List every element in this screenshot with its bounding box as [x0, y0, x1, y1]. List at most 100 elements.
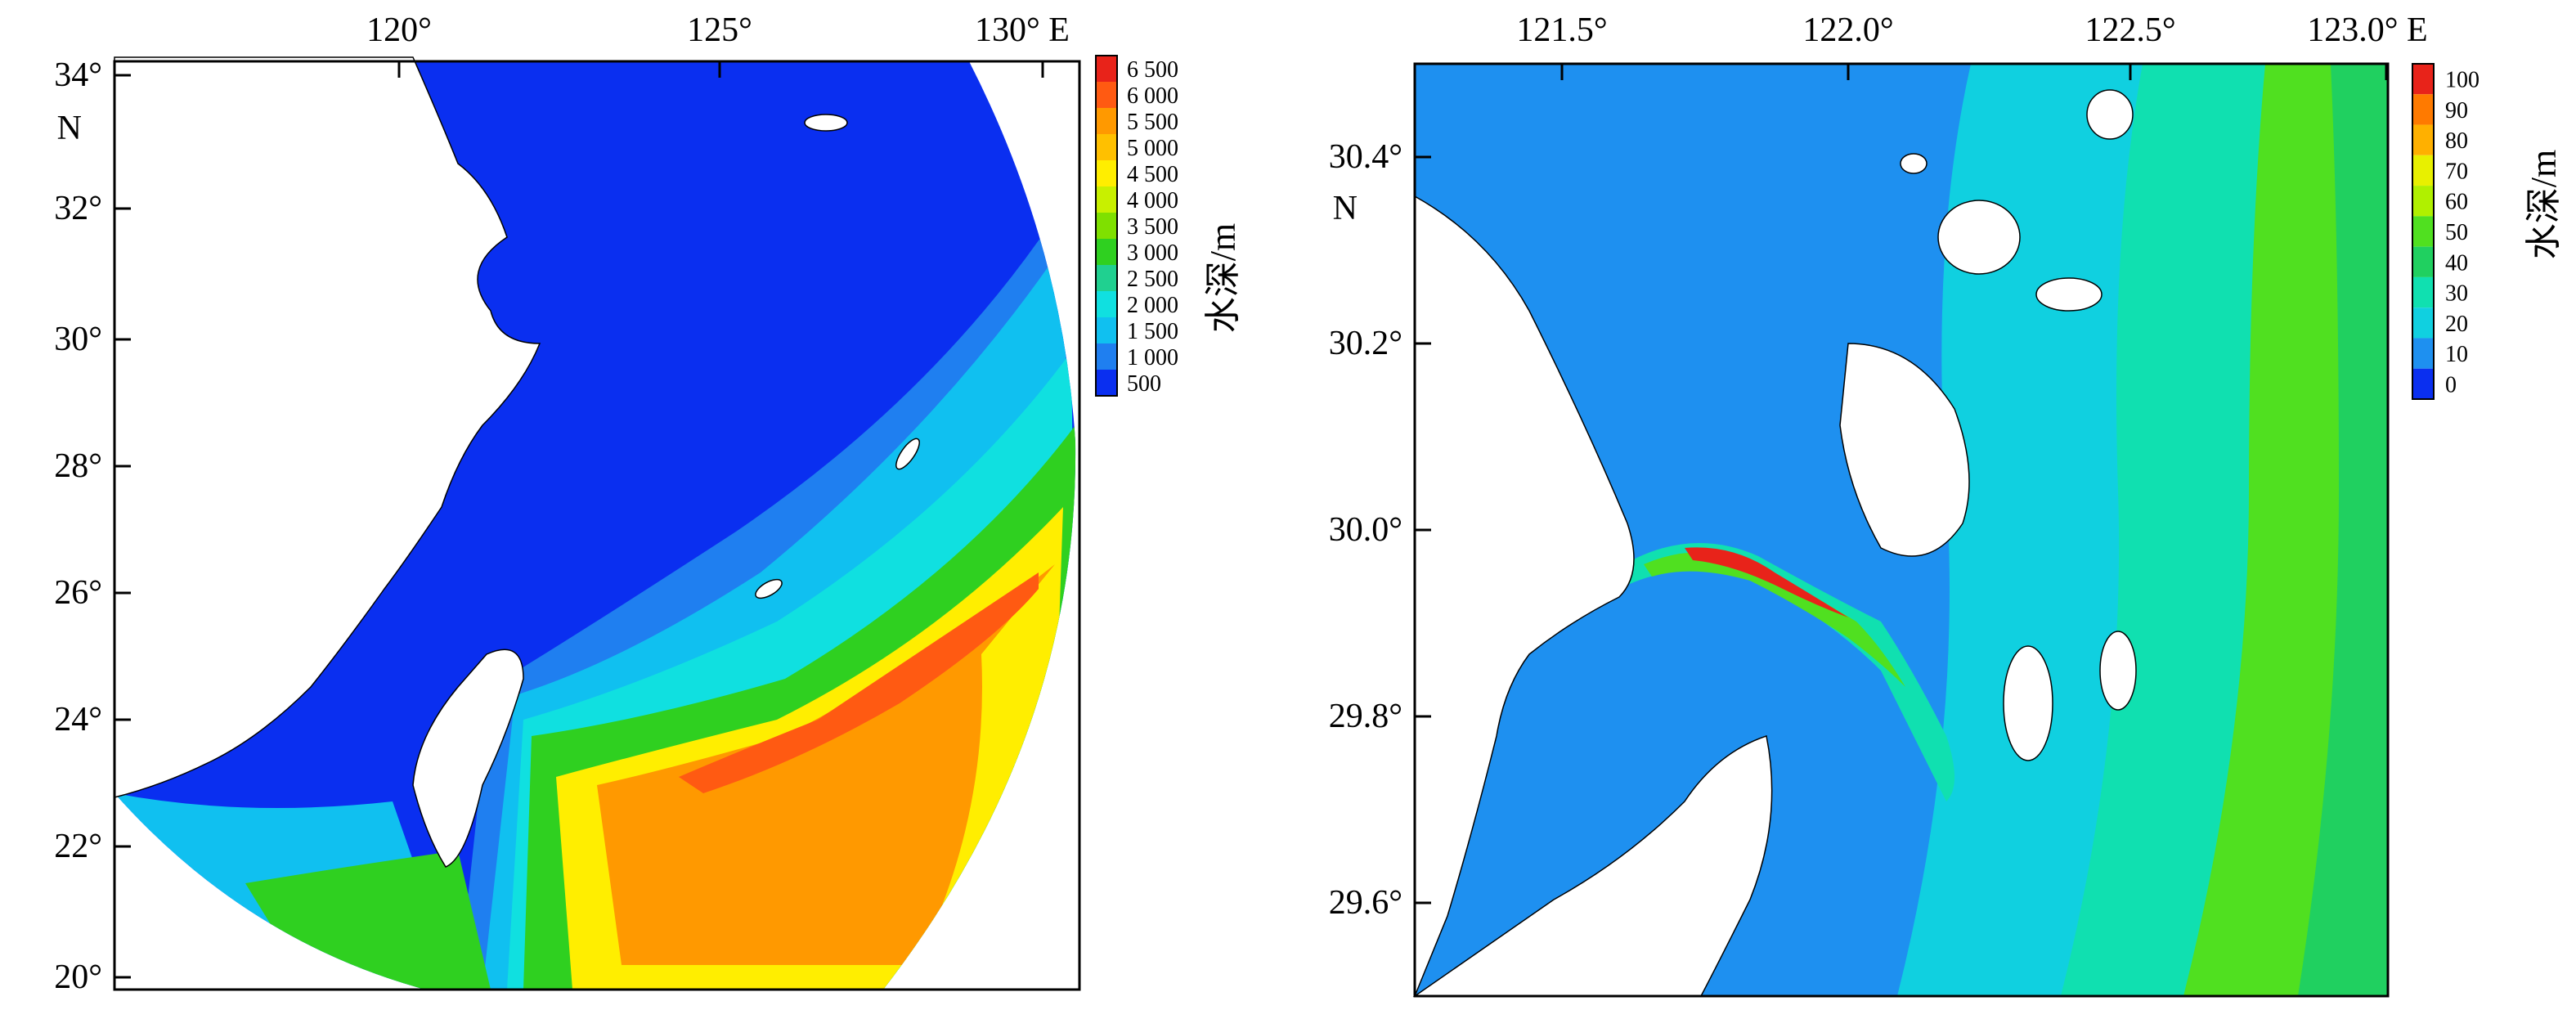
left-island-ryukyu [755, 578, 783, 599]
right-x-axis: 121.5° 122.0° 122.5° 123.0° E [1516, 11, 2428, 80]
left-colorbar-swatch [1096, 213, 1117, 239]
left-colorbar-label: 3 000 [1127, 240, 1178, 266]
left-y-tick-label: 22° [54, 828, 102, 865]
right-y-tick-label: 30.4° [1329, 138, 1402, 176]
left-colorbar-label: 3 500 [1127, 214, 1178, 240]
right-colorbar-label: 40 [2445, 250, 2468, 276]
right-colorbar-swatch [2412, 276, 2434, 308]
left-x-axis: 120° 125° 130° E [366, 11, 1070, 78]
left-colorbar-swatch [1096, 291, 1117, 317]
right-colorbar-label: 0 [2445, 372, 2457, 397]
left-x-tick-label: 130° E [975, 11, 1070, 49]
right-colorbar-swatch [2412, 186, 2434, 217]
right-x-tick-label: 123.0° E [2307, 11, 2427, 49]
right-colorbar-label: 70 [2445, 159, 2468, 184]
right-bathymetry-map: 121.5° 122.0° 122.5° 123.0° E 30.4° N 30… [1329, 11, 2564, 998]
right-x-tick-label: 122.5° [2085, 11, 2175, 49]
right-y-tick-label: 29.6° [1329, 884, 1402, 922]
left-colorbar-swatch [1096, 370, 1117, 396]
left-colorbar-frame [1095, 55, 1118, 397]
left-colorbar-swatch [1096, 82, 1117, 108]
left-colorbar-label: 2 500 [1127, 267, 1178, 292]
left-colorbar-swatch [1096, 134, 1117, 160]
right-colorbar-title: 水深/m [2524, 150, 2564, 259]
left-y-tick-label: 32° [54, 190, 102, 227]
right-map-plot: 121.5° 122.0° 122.5° 123.0° E 30.4° N 30… [1329, 11, 2428, 998]
right-colorbar-frame [2412, 63, 2435, 400]
right-land-zhoushan [1839, 343, 1970, 557]
right-colorbar-swatch [2412, 94, 2434, 125]
right-colorbar-label: 60 [2445, 190, 2468, 215]
left-colorbar-label: 1 500 [1127, 319, 1178, 344]
right-x-tick-label: 121.5° [1516, 11, 1607, 49]
right-colorbar-label: 100 [2445, 68, 2480, 93]
right-bathymetry-map-panel: 121.5° 122.0° 122.5° 123.0° E 30.4° N 30… [1259, 0, 2576, 1006]
right-colorbar-label: 80 [2445, 128, 2468, 154]
left-colorbar-swatch [1096, 56, 1117, 82]
right-x-tick-label: 122.0° [1802, 11, 1893, 49]
left-colorbar-label: 4 000 [1127, 188, 1178, 213]
right-y-tick-label: 30.0° [1329, 511, 1402, 549]
left-y-tick-label: 30° [54, 321, 102, 358]
left-colorbar-title: 水深/m [1203, 223, 1243, 333]
left-colorbar-swatch [1096, 343, 1117, 370]
left-y-tick-label: 24° [54, 701, 102, 738]
right-colorbar-label: 30 [2445, 281, 2468, 307]
right-y-axis: 30.4° N 30.2° 30.0° 29.8° 29.6° [1329, 138, 1431, 922]
right-island [2086, 89, 2134, 140]
right-y-tick-label: N [1333, 190, 1358, 227]
left-colorbar-swatch [1096, 160, 1117, 186]
left-island-okinawa [895, 438, 920, 470]
left-bathymetry-map-panel: 120° 125° 130° E 34° N 32° 30° 28° 26° [0, 0, 1259, 1006]
right-colorbar-swatch [2412, 64, 2434, 95]
left-y-tick-label: N [57, 110, 82, 147]
right-colorbar-swatch [2412, 216, 2434, 247]
right-colorbar-swatch [2412, 338, 2434, 369]
left-map-frame [113, 60, 1081, 991]
right-colorbar-label: 50 [2445, 220, 2468, 245]
left-colorbar-swatch [1096, 186, 1117, 213]
right-island [1937, 200, 2021, 275]
left-land-taiwan [412, 649, 524, 868]
left-colorbar-label: 5 500 [1127, 110, 1178, 135]
left-colorbar-swatch [1096, 108, 1117, 134]
left-colorbar-label: 1 000 [1127, 345, 1178, 370]
right-colorbar-swatch [2412, 307, 2434, 339]
left-y-tick-label: 26° [54, 574, 102, 612]
left-colorbar-swatch [1096, 317, 1117, 343]
right-land-mainland [1414, 195, 1635, 997]
right-colorbar-swatch [2412, 368, 2434, 399]
right-island [1900, 153, 1928, 174]
left-x-tick-label: 125° [687, 11, 752, 49]
right-y-tick-label: 29.8° [1329, 698, 1402, 735]
left-y-axis: 34° N 32° 30° 28° 26° 24° 22° 20° [54, 56, 131, 996]
right-island [2035, 277, 2103, 312]
right-colorbar-swatch [2412, 246, 2434, 277]
right-depth-contours [1415, 64, 2388, 996]
right-colorbar-label: 10 [2445, 342, 2468, 367]
right-colorbar-label: 90 [2445, 98, 2468, 123]
right-y-tick-label: 30.2° [1329, 325, 1402, 362]
right-land-south [1412, 735, 1773, 997]
left-colorbar-label: 6 000 [1127, 83, 1178, 109]
left-colorbar-label: 6 500 [1127, 57, 1178, 83]
left-y-tick-label: 34° [54, 56, 102, 94]
left-colorbar-label: 500 [1127, 371, 1161, 397]
left-y-tick-label: 28° [54, 447, 102, 485]
left-x-tick-label: 120° [366, 11, 432, 49]
right-island [2099, 631, 2137, 711]
left-land-mainland [114, 56, 541, 798]
left-colorbar-swatch [1096, 265, 1117, 291]
left-y-tick-label: 20° [54, 958, 102, 996]
left-colorbar-label: 2 000 [1127, 293, 1178, 318]
left-colorbar-swatch [1096, 239, 1117, 265]
left-bathymetry-map: 120° 125° 130° E 34° N 32° 30° 28° 26° [54, 11, 1243, 996]
right-island [2003, 645, 2053, 761]
left-map-plot: 120° 125° 130° E 34° N 32° 30° 28° 26° [54, 11, 1081, 996]
left-depth-contours [114, 204, 1076, 990]
left-island-cheju [804, 114, 848, 132]
left-colorbar-label: 5 000 [1127, 136, 1178, 161]
left-colorbar-label: 4 500 [1127, 162, 1178, 187]
